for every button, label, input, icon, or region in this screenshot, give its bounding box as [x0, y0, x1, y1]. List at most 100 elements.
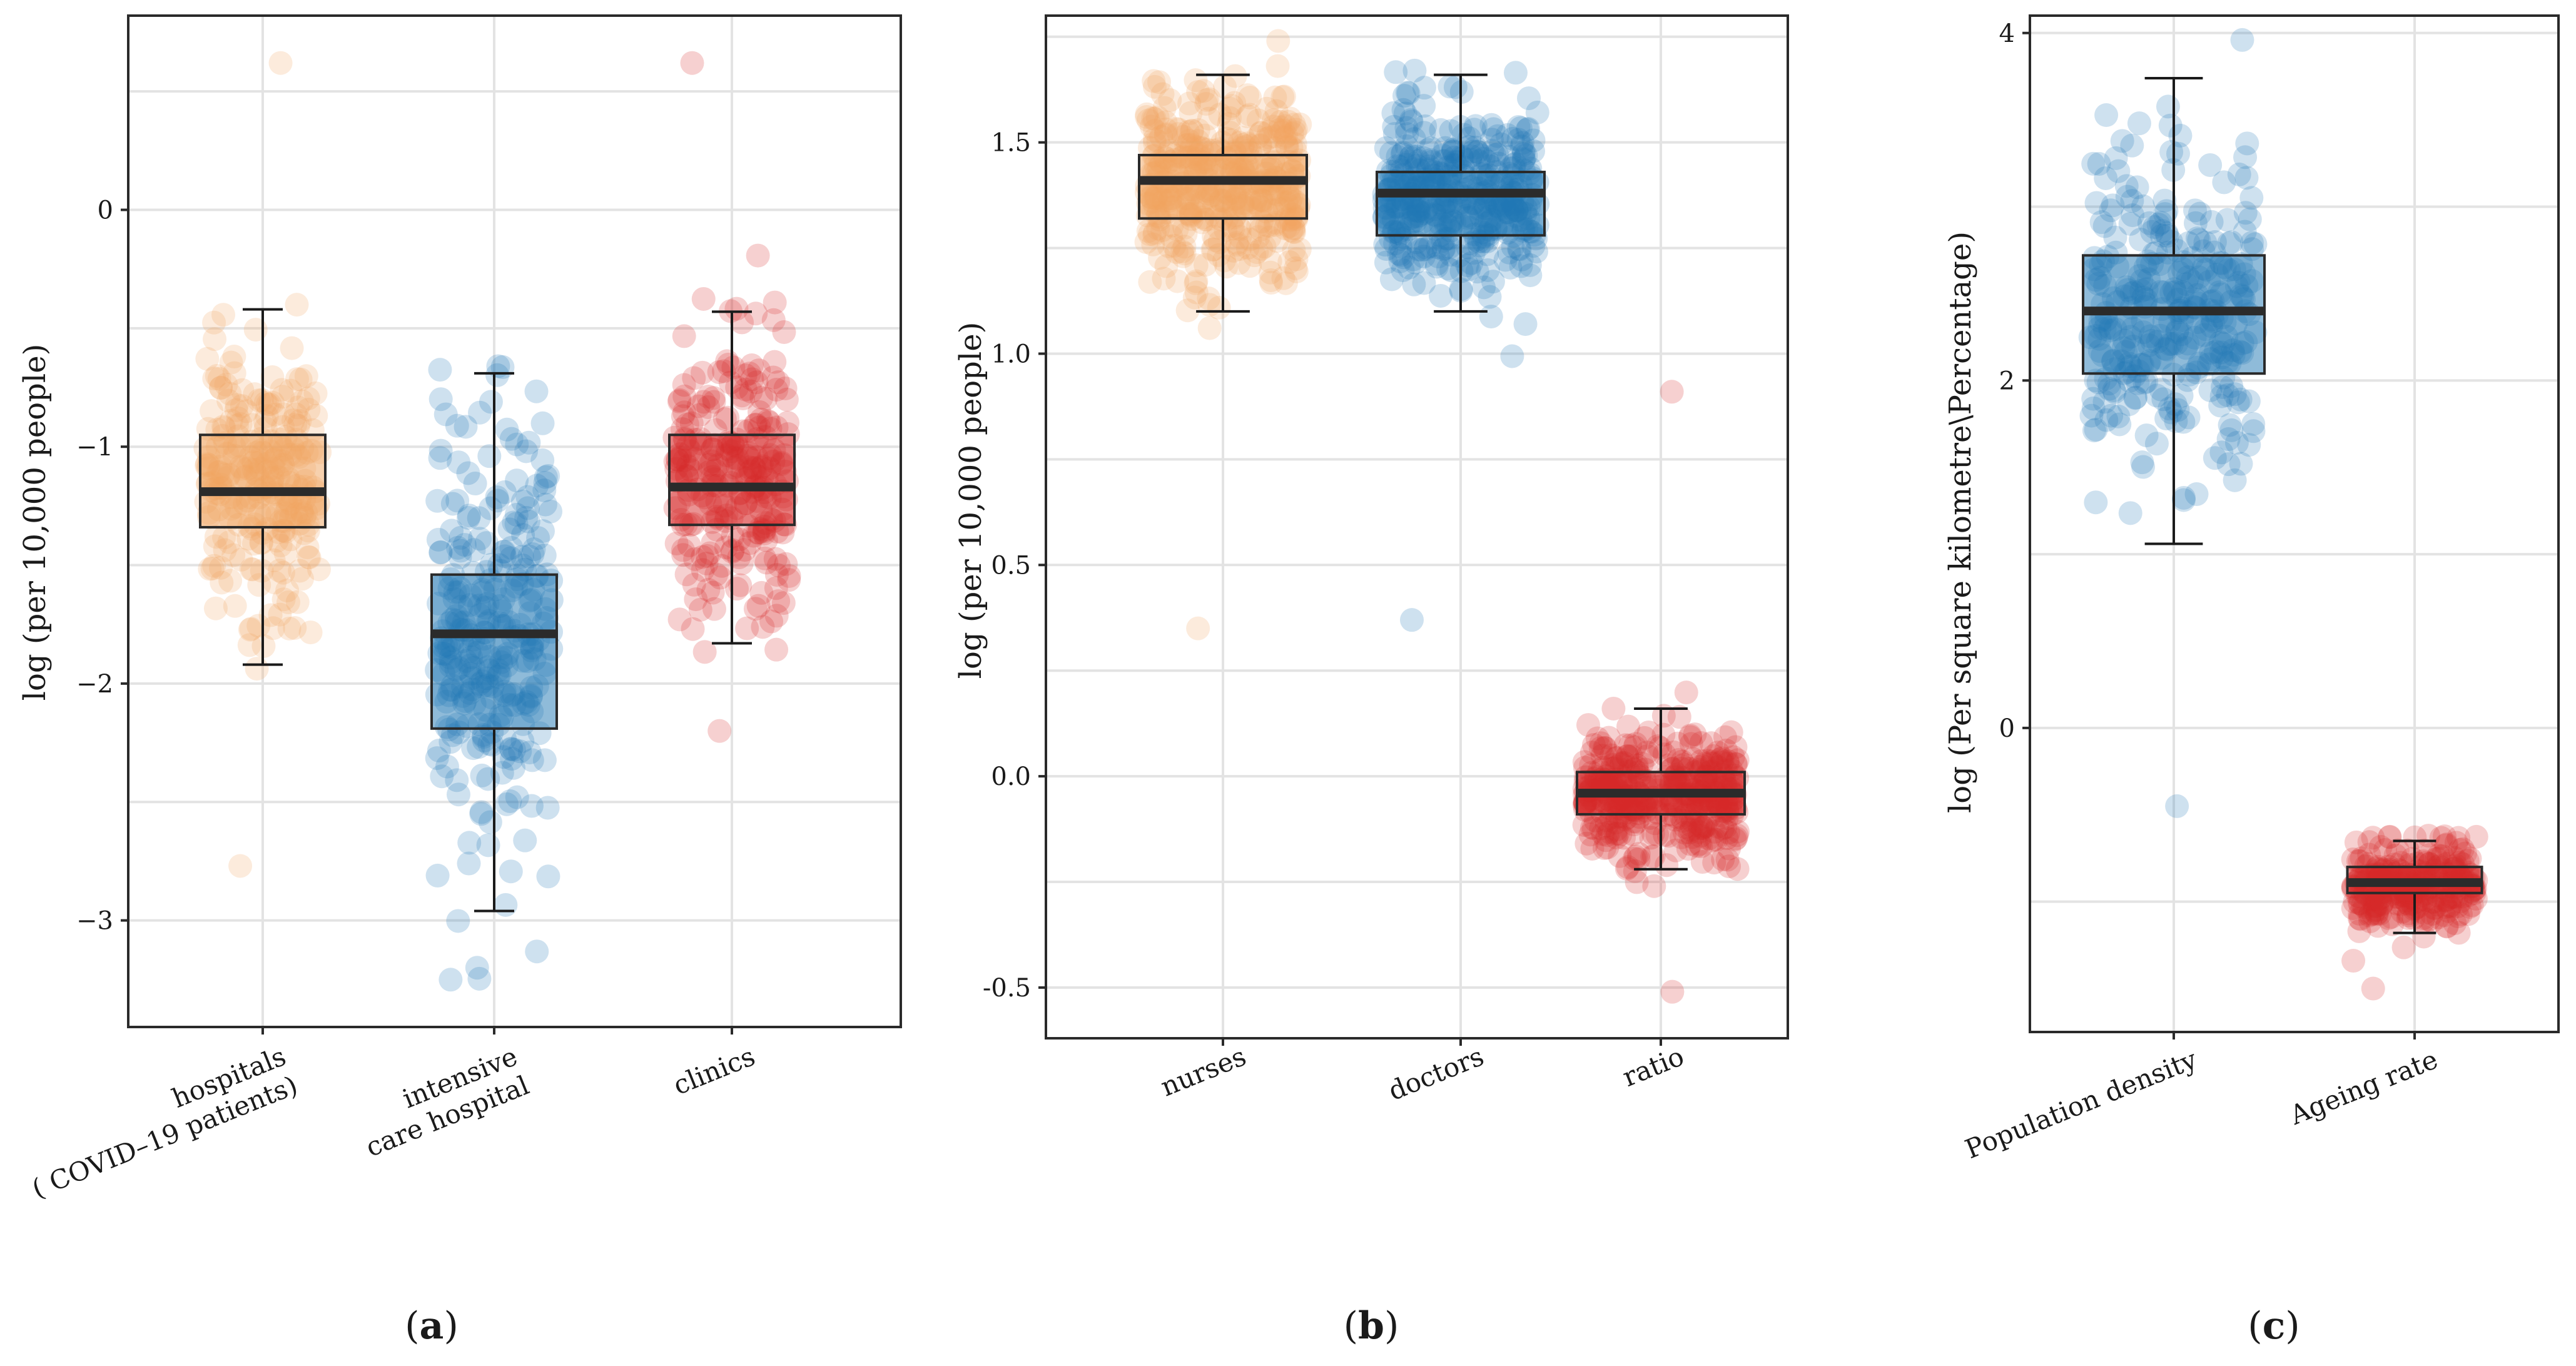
data-point	[1516, 117, 1541, 141]
data-point	[2348, 906, 2372, 931]
data-point	[1141, 106, 1165, 131]
data-point	[1184, 68, 1208, 93]
data-point	[457, 503, 482, 528]
data-point	[2418, 842, 2442, 867]
data-point	[1690, 816, 1715, 841]
panel-label-paren-close: )	[1384, 1304, 1399, 1348]
data-point	[733, 363, 758, 387]
data-point	[1257, 125, 1282, 149]
data-point	[746, 520, 770, 545]
data-point	[1414, 235, 1438, 260]
data-point	[1139, 114, 1164, 139]
data-point	[1382, 122, 1407, 146]
data-point	[761, 365, 786, 390]
data-point	[2223, 468, 2247, 492]
data-point	[747, 520, 771, 545]
data-point	[510, 489, 535, 514]
data-point	[1580, 816, 1604, 840]
data-point	[243, 318, 268, 342]
data-point	[1481, 270, 1505, 294]
data-point	[1687, 820, 1711, 844]
box-iqr	[430, 573, 558, 730]
data-point	[1257, 214, 1282, 238]
data-point	[261, 548, 286, 572]
data-point	[1501, 126, 1525, 151]
data-point	[1702, 819, 1727, 844]
data-point	[2413, 838, 2437, 863]
data-point	[1267, 118, 1291, 142]
data-point	[2433, 833, 2458, 858]
data-point	[1150, 82, 1175, 106]
data-point	[1608, 822, 1633, 846]
data-point	[2099, 198, 2123, 223]
data-point	[1597, 820, 1621, 844]
data-point	[2106, 159, 2131, 183]
data-point	[1710, 746, 1734, 771]
data-point	[261, 616, 285, 640]
box-iqr	[668, 433, 796, 527]
data-point	[1651, 722, 1676, 747]
data-point	[2172, 485, 2196, 510]
data-point	[285, 367, 309, 392]
data-point	[1690, 814, 1714, 838]
data-point	[461, 736, 485, 761]
data-point	[477, 444, 502, 468]
data-point	[718, 370, 743, 395]
data-point	[1404, 144, 1428, 168]
data-point	[1641, 821, 1665, 846]
data-point	[2229, 452, 2253, 476]
data-point	[1693, 814, 1718, 838]
data-point	[1595, 823, 1620, 847]
data-point	[1635, 741, 1659, 765]
data-point	[1137, 136, 1162, 160]
y-tick-label: 0	[1999, 714, 2015, 743]
y-tick-label: 0.0	[991, 762, 1031, 791]
data-point	[1507, 236, 1531, 261]
data-point	[1220, 94, 1244, 118]
data-point	[1717, 836, 1742, 861]
data-point	[1220, 128, 1244, 153]
data-point	[1624, 844, 1648, 869]
data-point	[1231, 126, 1255, 150]
data-point	[2351, 893, 2375, 917]
data-point	[479, 496, 503, 520]
data-point	[198, 557, 222, 581]
data-point	[1678, 832, 1703, 856]
data-point	[1381, 101, 1406, 125]
data-point	[671, 538, 695, 562]
data-point	[691, 558, 715, 582]
data-point	[280, 336, 304, 360]
data-point	[1391, 245, 1416, 270]
y-tick-label: 2	[1999, 367, 2015, 395]
data-point	[2183, 198, 2208, 223]
y-tick-label: −3	[76, 907, 113, 936]
data-point	[240, 557, 265, 582]
data-point	[1575, 831, 1599, 856]
data-point	[2361, 826, 2385, 850]
data-point	[1457, 257, 1481, 281]
data-point	[445, 413, 469, 438]
data-point	[1197, 286, 1221, 311]
data-point	[1661, 740, 1686, 764]
data-point	[1599, 743, 1623, 767]
data-point	[532, 543, 557, 567]
data-point	[2363, 894, 2388, 918]
data-point	[1696, 826, 1721, 851]
x-axis: hospitals( COVID–19 patients) intensiveca…	[28, 1027, 759, 1204]
data-point	[1461, 139, 1486, 164]
data-point	[1225, 233, 1249, 257]
data-point	[479, 390, 503, 414]
data-point	[1273, 114, 1297, 138]
data-point	[2393, 888, 2418, 913]
x-axis: nurses doctors ratio	[1157, 1038, 1688, 1106]
data-point	[733, 377, 758, 402]
data-point	[1392, 84, 1416, 108]
data-point	[2169, 383, 2194, 408]
data-point	[457, 851, 481, 876]
data-point	[1431, 149, 1455, 173]
data-point	[691, 286, 716, 311]
y-tick-label: −2	[76, 670, 113, 699]
data-point	[1374, 237, 1399, 261]
data-point	[2423, 896, 2447, 920]
x-tick-label: doctors	[1384, 1041, 1488, 1106]
